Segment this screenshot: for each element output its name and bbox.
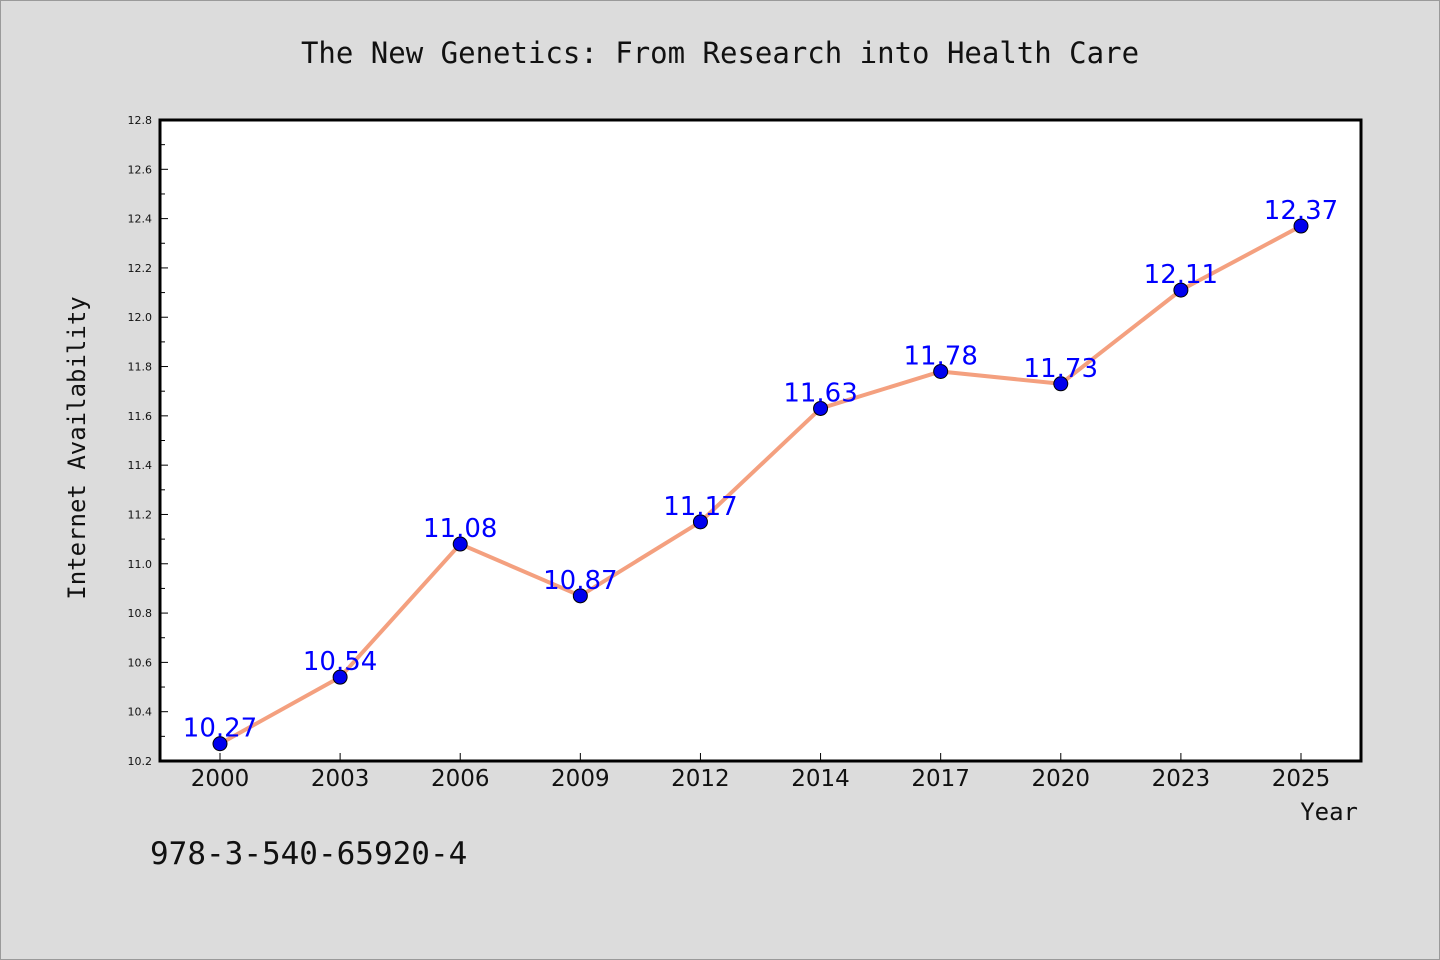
x-axis: 2000 2003 2006 2009 2012 2014 2017 2020 2023 2025	[191, 753, 1331, 792]
x-tick-label: 2023	[1152, 766, 1211, 792]
data-label: 11.63	[783, 378, 857, 408]
y-axis-label: Internet Availability	[63, 296, 91, 599]
x-tick-label: 2017	[911, 766, 970, 792]
data-point	[933, 363, 949, 379]
x-tick-label: 2020	[1032, 766, 1091, 792]
y-tick-label: 11.8	[128, 361, 153, 374]
y-tick-label: 11.2	[128, 508, 153, 521]
data-label: 12.37	[1264, 196, 1338, 226]
data-point	[1173, 282, 1189, 298]
data-labels: 10.27 10.54 11.08 10.87 11.17 11.63 11.78 11.73…	[183, 196, 1338, 744]
y-tick-label: 12.4	[128, 213, 153, 226]
data-point	[452, 536, 468, 552]
y-tick-label: 12.0	[128, 311, 153, 324]
y-tick-label: 12.8	[128, 114, 153, 127]
x-axis-label: Year	[1300, 798, 1358, 826]
data-point	[332, 669, 348, 685]
data-point	[813, 400, 829, 416]
y-tick-label: 10.2	[128, 755, 153, 768]
x-tick-label: 2009	[551, 766, 610, 792]
y-tick-label: 11.6	[128, 410, 153, 423]
x-tick-label: 2000	[191, 766, 250, 792]
data-label: 11.17	[663, 492, 737, 522]
series-markers	[212, 218, 1309, 752]
x-tick-label: 2025	[1272, 766, 1331, 792]
data-label: 12.11	[1144, 260, 1218, 290]
data-label: 10.87	[543, 566, 617, 596]
x-tick-label: 2003	[311, 766, 370, 792]
chart-title: The New Genetics: From Research into Hea…	[301, 36, 1139, 70]
y-tick-label: 10.4	[128, 706, 153, 719]
y-axis: 10.2 10.4 10.6 10.8 11.0 11.2 11.4 11.6 11.8 12.0…	[128, 114, 168, 768]
data-label: 10.27	[183, 714, 257, 744]
data-label: 11.78	[903, 341, 977, 371]
data-point	[1293, 218, 1309, 234]
x-tick-label: 2006	[431, 766, 490, 792]
y-tick-label: 11.4	[128, 459, 153, 472]
y-tick-label: 10.6	[128, 656, 153, 669]
series-line	[219, 224, 1302, 746]
y-tick-label: 11.0	[128, 558, 153, 571]
data-point	[692, 514, 708, 530]
data-label: 11.73	[1024, 354, 1098, 384]
data-label: 10.54	[303, 647, 377, 677]
y-tick-label: 12.6	[128, 163, 153, 176]
y-tick-label: 12.2	[128, 262, 153, 275]
data-point	[1053, 376, 1069, 392]
data-point	[212, 736, 228, 752]
isbn-annotation: 978-3-540-65920-4	[150, 836, 467, 872]
data-point	[572, 588, 588, 604]
data-label: 11.08	[423, 514, 497, 544]
x-tick-label: 2012	[671, 766, 730, 792]
y-tick-label: 10.8	[128, 607, 153, 620]
x-tick-label: 2014	[791, 766, 850, 792]
